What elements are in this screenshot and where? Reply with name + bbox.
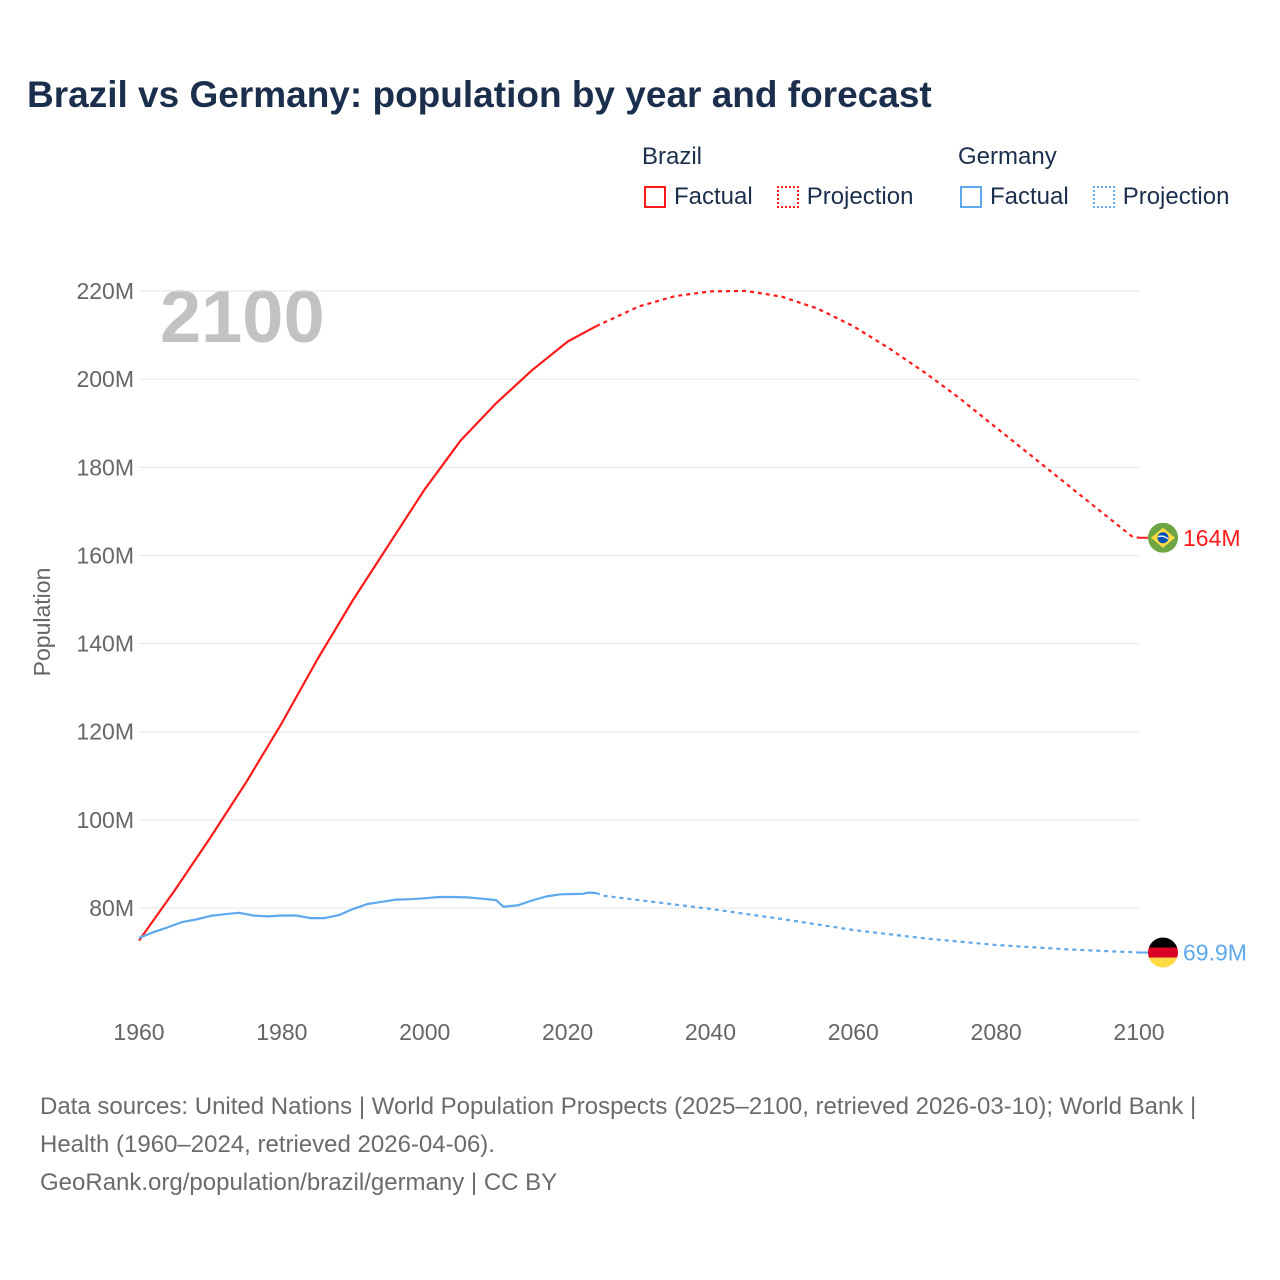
credit-link[interactable]: GeoRank.org/population/brazil/germany | … [40, 1169, 558, 1196]
legend-label: Projection [806, 183, 914, 210]
y-tick-label: 180M [76, 454, 134, 480]
x-tick-label: 2000 [399, 1019, 450, 1045]
brazil-end-label: 164M [1183, 525, 1241, 551]
year-label: 2100 [160, 275, 325, 358]
legend-germany: Germany Factual Projection [958, 143, 1243, 211]
y-tick-label: 200M [76, 366, 134, 392]
brazil-projection-line [595, 289, 1140, 539]
brazil-flag-icon [1148, 522, 1178, 553]
data-sources: Data sources: United Nations | World Pop… [40, 1093, 1197, 1158]
legend-germany-projection[interactable]: Projection [1091, 183, 1230, 211]
solid-swatch-icon [644, 186, 666, 208]
legend-brazil-projection[interactable]: Projection [775, 183, 914, 211]
legend-group-name: Germany [958, 143, 1057, 170]
legend-label: Factual [990, 183, 1069, 210]
y-tick-label: 100M [76, 807, 134, 833]
germany-flag-icon [1148, 937, 1178, 968]
germany-factual-line [138, 891, 597, 940]
chart-title: Brazil vs Germany: population by year an… [27, 74, 932, 115]
y-tick-label: 160M [76, 542, 134, 568]
legend-brazil-factual[interactable]: Factual [642, 183, 753, 211]
y-tick-label: 140M [76, 631, 134, 657]
legend-label: Factual [674, 183, 753, 210]
y-axis-label: Population [29, 568, 55, 677]
solid-swatch-icon [960, 186, 982, 208]
x-tick-label: 2100 [1113, 1019, 1164, 1045]
legend-group-name: Brazil [642, 143, 703, 170]
y-tick-label: 80M [89, 895, 134, 921]
germany-end-label: 69.9M [1183, 940, 1247, 966]
x-tick-label: 2020 [542, 1019, 593, 1045]
brazil-factual-line [138, 325, 597, 942]
x-tick-label: 2040 [685, 1019, 736, 1045]
y-tick-label: 120M [76, 719, 134, 745]
dotted-swatch-icon [1092, 186, 1115, 208]
x-tick-label: 2080 [971, 1019, 1022, 1045]
x-tick-label: 1980 [256, 1019, 307, 1045]
x-tick-label: 2060 [828, 1019, 879, 1045]
germany-projection-line [595, 891, 1140, 954]
footer: Data sources: United Nations | World Pop… [40, 1088, 1240, 1202]
legend-germany-factual[interactable]: Factual [958, 183, 1069, 211]
dotted-swatch-icon [776, 186, 799, 208]
legend-label: Projection [1122, 183, 1230, 210]
legend-brazil: Brazil Factual Projection [642, 143, 927, 211]
x-tick-label: 1960 [113, 1019, 164, 1045]
y-tick-label: 220M [76, 278, 134, 304]
